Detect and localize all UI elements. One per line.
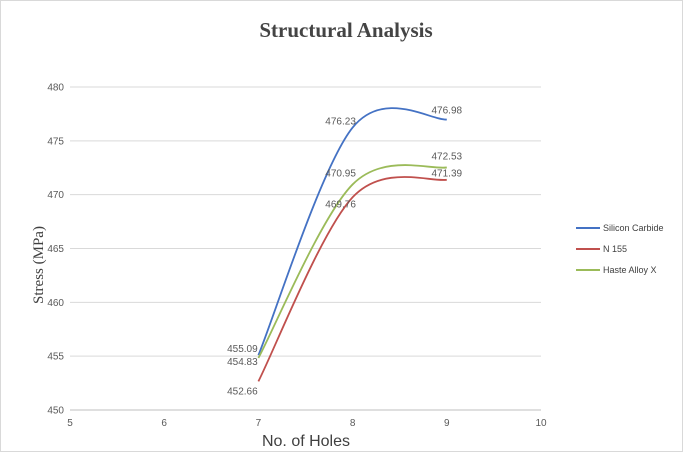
x-axis-title: No. of Holes (262, 433, 350, 450)
legend-label: N 155 (603, 244, 627, 254)
chart-title: Structural Analysis (259, 18, 432, 42)
x-tick-label: 9 (444, 418, 450, 429)
legend-label: Haste Alloy X (603, 265, 657, 275)
x-tick-label: 8 (350, 418, 356, 429)
x-tick-label: 7 (256, 418, 262, 429)
data-label: 455.09 (227, 344, 258, 355)
y-tick-label: 450 (47, 406, 64, 417)
y-tick-label: 465 (47, 244, 64, 255)
data-label: 471.39 (432, 169, 463, 180)
y-tick-label: 480 (47, 83, 64, 94)
data-label: 472.53 (432, 151, 463, 162)
series-lines (257, 107, 447, 382)
legend: Silicon Carbide N 155 Haste Alloy X (576, 223, 664, 275)
y-tick-label: 470 (47, 190, 64, 201)
gridlines (70, 86, 541, 411)
series-line-n-155 (257, 176, 447, 382)
data-label: 452.66 (227, 386, 258, 397)
data-label: 476.98 (432, 106, 463, 117)
data-label: 454.83 (227, 357, 258, 368)
series-line-haste-alloy-x (257, 164, 447, 359)
data-labels: 455.09 476.23 476.98 452.66 469.76 471.39 454.… (227, 106, 462, 398)
y-tick-label: 460 (47, 298, 64, 309)
data-label: 470.95 (325, 168, 356, 179)
y-tick-label: 455 (47, 352, 64, 363)
x-tick-label: 6 (161, 418, 167, 429)
y-tick-label: 475 (47, 136, 64, 147)
data-label: 469.76 (325, 199, 356, 210)
data-label: 476.23 (325, 117, 356, 128)
axes: 450 455 460 465 470 475 480 5 6 7 8 9 10 (47, 83, 547, 430)
series-line-silicon-carbide (257, 107, 447, 356)
x-tick-label: 10 (535, 418, 547, 429)
legend-label: Silicon Carbide (603, 223, 664, 233)
x-tick-label: 5 (67, 418, 73, 429)
y-axis-title: Stress (MPa) (31, 226, 47, 304)
